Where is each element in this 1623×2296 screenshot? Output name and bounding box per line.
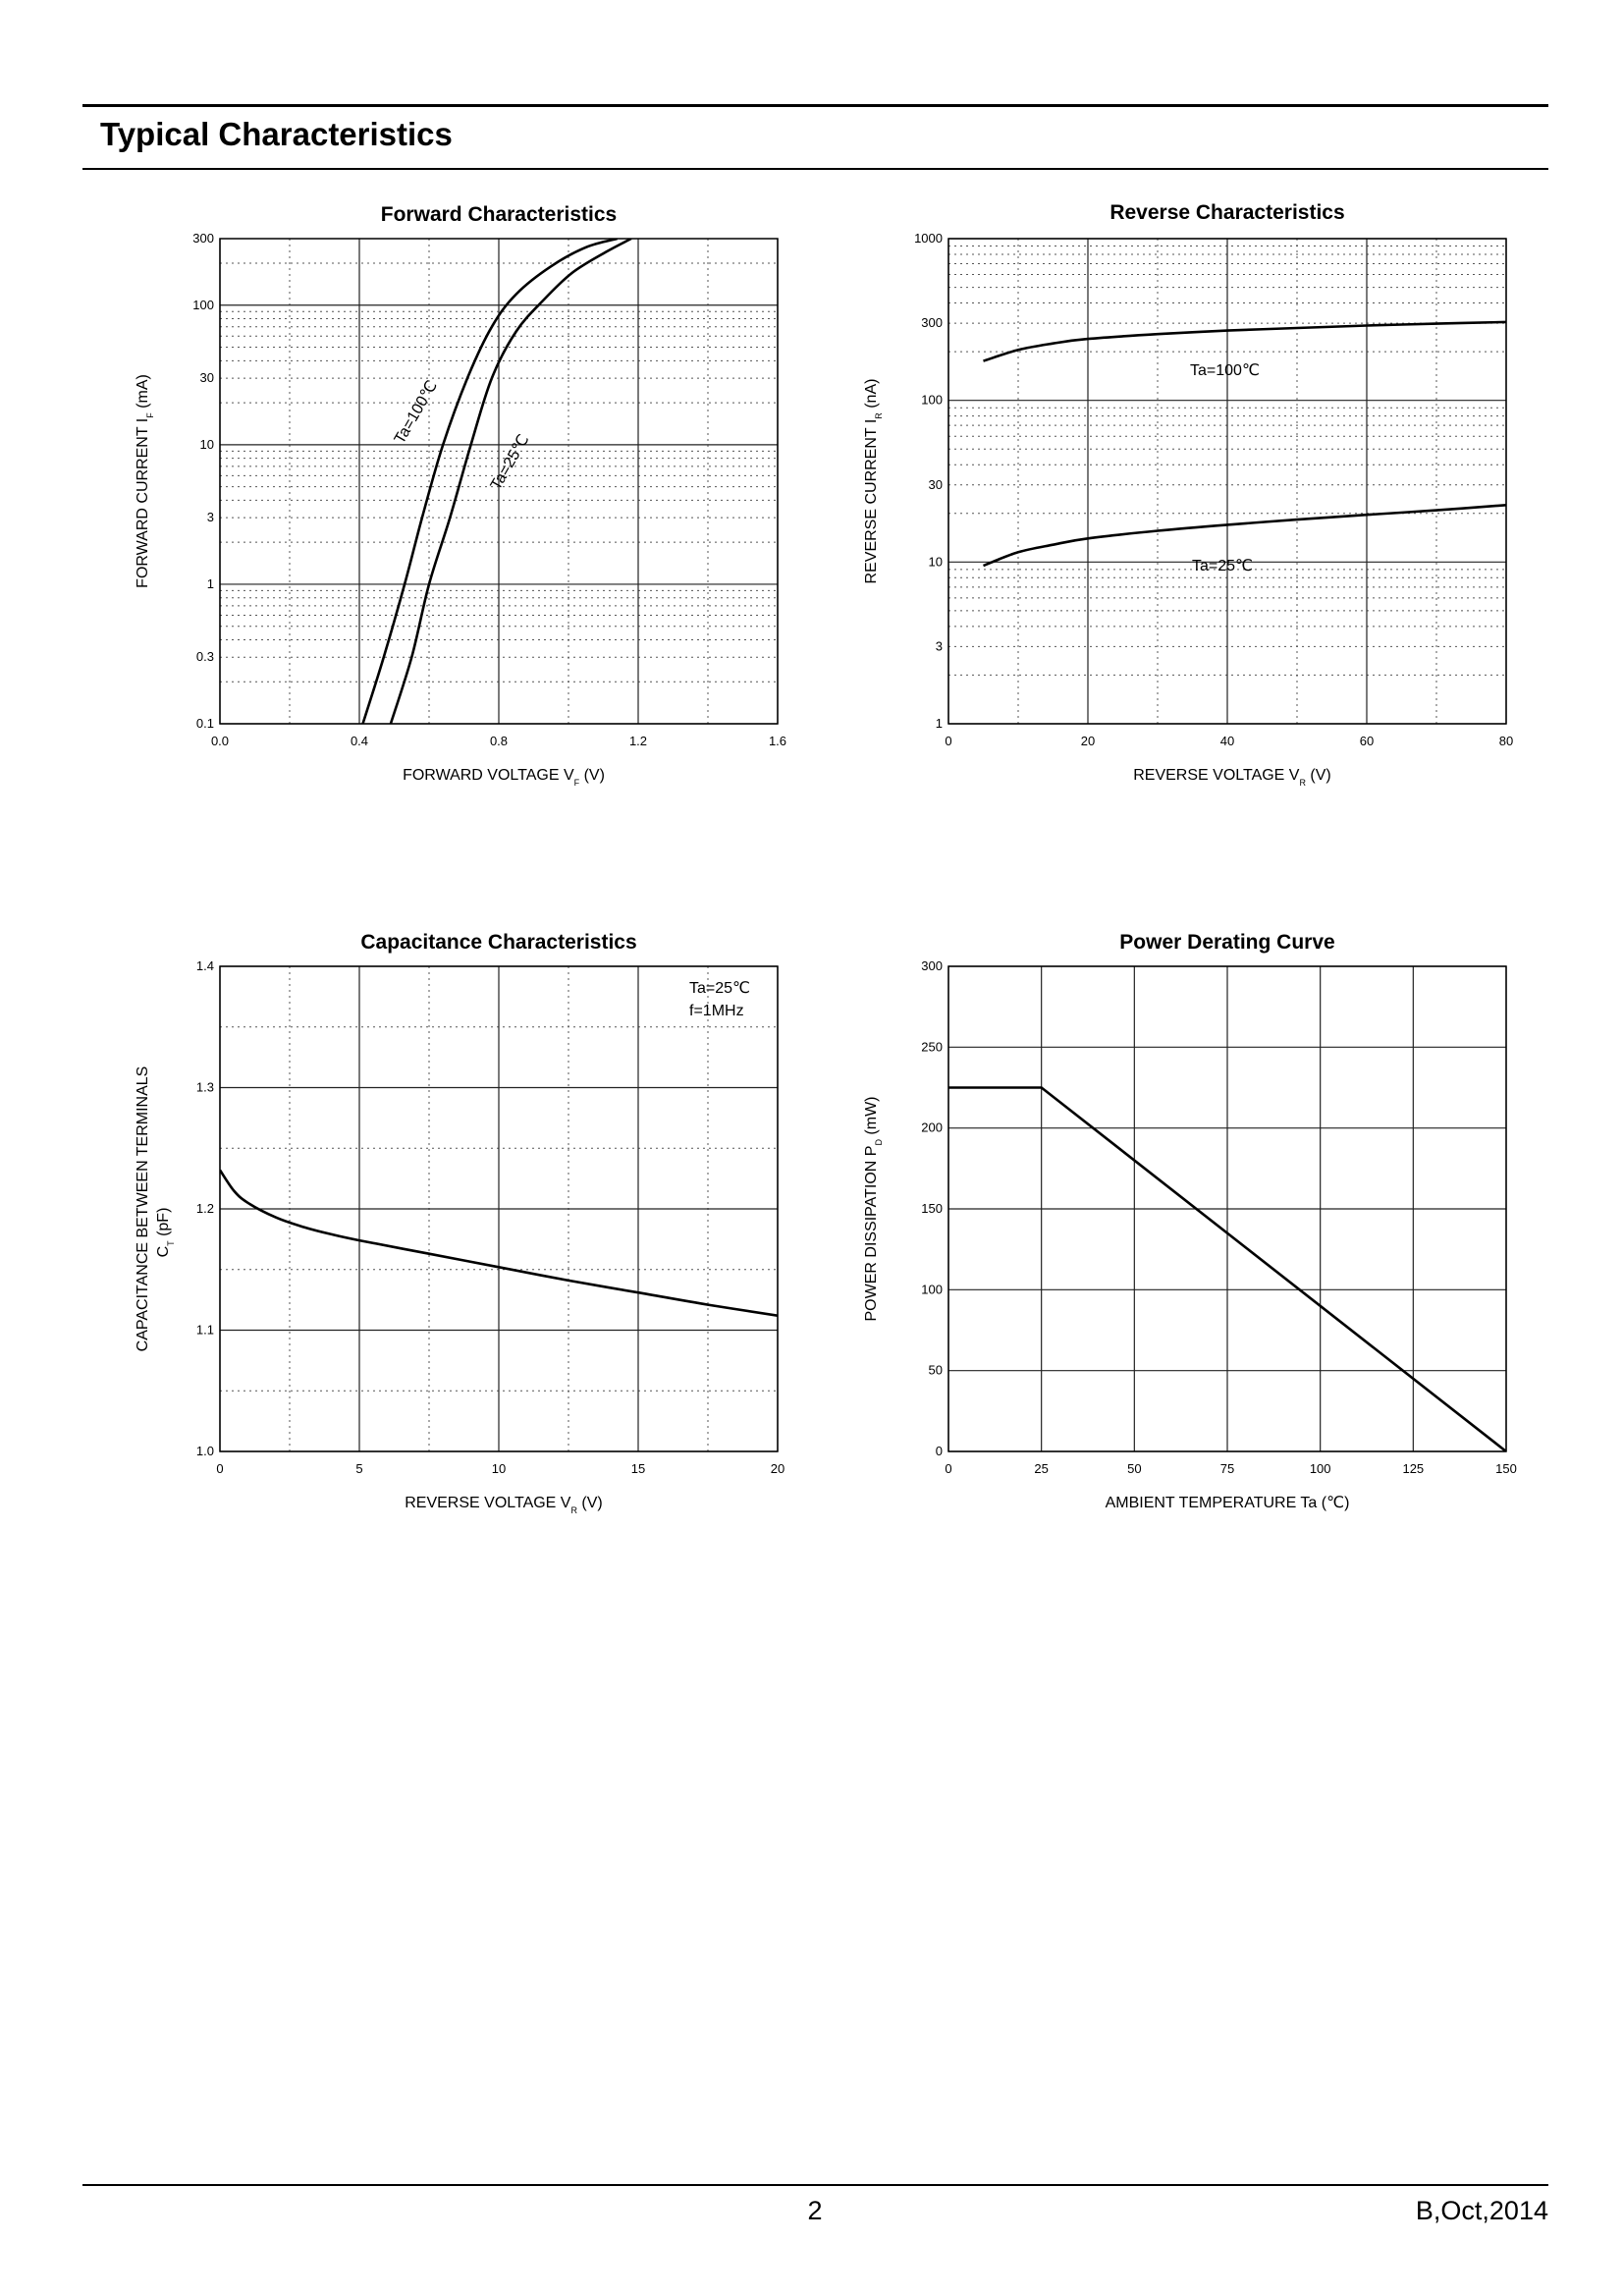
plot-frame (219, 238, 779, 725)
plot-frame (947, 238, 1507, 725)
x-tick-label: 10 (492, 1461, 506, 1476)
series-line-1 (983, 504, 1506, 568)
x-tick-label: 20 (1081, 734, 1095, 748)
y-tick-label: 300 (192, 231, 214, 246)
y-tick-label: 100 (921, 393, 943, 408)
plot-frame (947, 965, 1507, 1452)
y-axis-label: REVERSE CURRENT IR (nA) (863, 379, 884, 584)
condition-temperature: Ta=25℃ (689, 980, 750, 997)
top-rule (82, 104, 1548, 107)
y-axis-label: FORWARD CURRENT IF (mA) (135, 374, 155, 588)
series-line-0 (220, 1169, 778, 1317)
y-tick-label: 10 (929, 554, 943, 569)
x-tick-label: 150 (1495, 1461, 1517, 1476)
y-tick-label: 1.0 (196, 1444, 214, 1458)
series-line-1 (389, 239, 632, 724)
chart-title: Power Derating Curve (1119, 931, 1334, 954)
x-tick-label: 1.2 (629, 734, 647, 748)
y-tick-label: 0 (936, 1444, 943, 1458)
page-number: 2 (807, 2196, 823, 2225)
x-tick-label: 80 (1499, 734, 1513, 748)
y-tick-label: 50 (929, 1363, 943, 1378)
x-tick-label: 75 (1220, 1461, 1234, 1476)
x-tick-label: 0.8 (490, 734, 508, 748)
series-line-0 (361, 239, 619, 724)
curve-label-ta100: Ta=100℃ (1190, 362, 1260, 379)
y-tick-label: 100 (192, 298, 214, 312)
section-title: Typical Characteristics (100, 116, 453, 152)
x-tick-label: 1.6 (769, 734, 786, 748)
plot-frame (219, 965, 779, 1452)
y-axis-label: CAPACITANCE BETWEEN TERMINALS (135, 1066, 151, 1352)
x-tick-label: 5 (355, 1461, 362, 1476)
x-tick-label: 0.0 (211, 734, 229, 748)
x-tick-label: 20 (771, 1461, 784, 1476)
x-tick-label: 0 (945, 734, 951, 748)
title-rule (82, 168, 1548, 170)
y-tick-label: 0.1 (196, 716, 214, 731)
x-axis-label: FORWARD VOLTAGE VF (V) (403, 767, 605, 788)
y-axis-symbol: CT (pF) (155, 1208, 176, 1258)
x-tick-label: 40 (1220, 734, 1234, 748)
x-tick-label: 15 (631, 1461, 645, 1476)
y-tick-label: 3 (207, 510, 214, 524)
y-tick-label: 1000 (914, 231, 943, 246)
x-axis-label: REVERSE VOLTAGE VR (V) (405, 1495, 603, 1515)
y-tick-label: 1 (207, 576, 214, 591)
y-tick-label: 3 (936, 638, 943, 653)
x-tick-label: 0.4 (351, 734, 368, 748)
x-tick-label: 125 (1402, 1461, 1424, 1476)
x-tick-label: 25 (1034, 1461, 1048, 1476)
chart-title: Reverse Characteristics (1109, 201, 1344, 224)
footer-rule (82, 2184, 1548, 2186)
series-line-0 (983, 320, 1506, 362)
x-tick-label: 0 (945, 1461, 951, 1476)
y-tick-label: 1.2 (196, 1201, 214, 1216)
x-tick-label: 0 (216, 1461, 223, 1476)
y-tick-label: 100 (921, 1282, 943, 1296)
x-tick-label: 50 (1127, 1461, 1141, 1476)
x-tick-label: 100 (1310, 1461, 1331, 1476)
x-tick-label: 60 (1360, 734, 1374, 748)
y-tick-label: 10 (200, 437, 214, 452)
curve-label-ta25: Ta=25℃ (1192, 558, 1253, 574)
y-tick-label: 1.4 (196, 958, 214, 973)
x-axis-label: REVERSE VOLTAGE VR (V) (1133, 767, 1331, 788)
condition-frequency: f=1MHz (689, 1003, 744, 1019)
y-tick-label: 1 (936, 716, 943, 731)
series-line-0 (948, 1086, 1506, 1451)
chart-title: Forward Characteristics (381, 203, 617, 226)
revision-date: B,Oct,2014 (1415, 2196, 1548, 2225)
y-tick-label: 300 (921, 958, 943, 973)
y-tick-label: 150 (921, 1201, 943, 1216)
y-tick-label: 0.3 (196, 649, 214, 664)
y-tick-label: 250 (921, 1039, 943, 1054)
y-tick-label: 200 (921, 1121, 943, 1135)
y-tick-label: 30 (929, 477, 943, 492)
chart-title: Capacitance Characteristics (360, 931, 636, 954)
y-tick-label: 300 (921, 315, 943, 330)
y-axis-label: POWER DISSIPATION PD (mW) (863, 1096, 884, 1321)
y-tick-label: 30 (200, 370, 214, 385)
x-axis-label: AMBIENT TEMPERATURE Ta (℃) (1106, 1495, 1350, 1511)
y-tick-label: 1.1 (196, 1323, 214, 1338)
y-tick-label: 1.3 (196, 1080, 214, 1095)
